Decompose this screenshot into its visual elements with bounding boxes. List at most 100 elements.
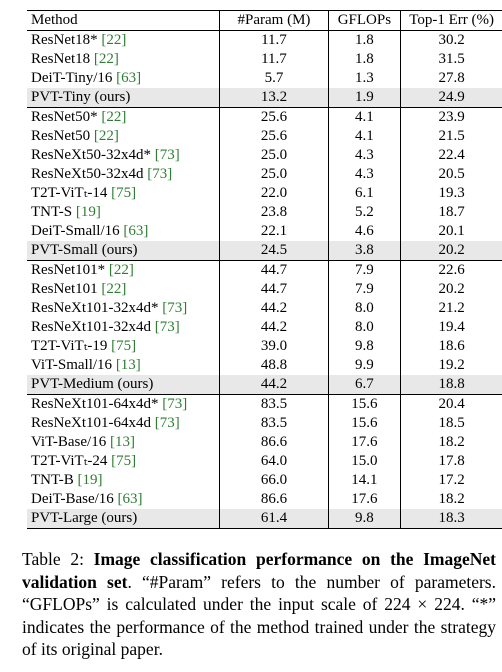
top1-cell: 18.5: [400, 414, 502, 433]
method-name: ResNet50*: [31, 109, 98, 125]
gflops-cell: 14.1: [327, 471, 401, 490]
table-row: TNT-S [19] 23.8 5.2 18.7: [27, 203, 502, 222]
gflops-cell: 5.2: [327, 203, 401, 222]
gflops-cell: 7.9: [327, 260, 401, 280]
citation-link[interactable]: [22]: [101, 281, 127, 297]
table-row: ResNeXt50-32x4d* [73] 25.0 4.3 22.4: [27, 146, 502, 165]
params-cell: 11.7: [219, 50, 329, 69]
params-cell: 83.5: [219, 414, 329, 433]
citation-link[interactable]: [73]: [154, 415, 180, 431]
citation-link[interactable]: [22]: [108, 262, 134, 278]
table-row: ResNeXt101-64x4d* [73] 83.5 15.6 20.4: [27, 394, 502, 414]
method-name: TNT-S: [31, 204, 73, 220]
top1-cell: 20.1: [400, 222, 502, 241]
header-row: Method #Param (M) GFLOPs Top-1 Err (%): [27, 10, 502, 31]
top1-cell: 18.2: [400, 490, 502, 509]
method-name: ResNeXt101-32x4d*: [31, 300, 159, 316]
gflops-cell: 9.8: [327, 337, 401, 356]
method-name: DeiT-Tiny/16: [31, 70, 113, 86]
top1-cell: 20.4: [400, 394, 502, 414]
method-cell: T2T-ViTₜ-19 [75]: [27, 337, 220, 356]
citation-link[interactable]: [63]: [117, 491, 143, 507]
method-name: DeiT-Base/16: [31, 491, 114, 507]
method-cell: PVT-Large (ours): [27, 509, 220, 529]
params-cell: 83.5: [219, 394, 329, 414]
citation-link[interactable]: [22]: [101, 109, 127, 125]
table-caption: Table 2: Image classification performanc…: [22, 548, 496, 661]
citation-link[interactable]: [73]: [154, 147, 180, 163]
citation-link[interactable]: [75]: [111, 453, 137, 469]
table-row: ResNeXt101-32x4d [73] 44.2 8.0 19.4: [27, 318, 502, 337]
method-name: T2T-ViTₜ-19: [31, 338, 108, 354]
top1-cell: 22.4: [400, 146, 502, 165]
header-method: Method: [31, 12, 78, 28]
citation-link[interactable]: [63]: [116, 70, 142, 86]
top1-cell: 30.2: [400, 30, 502, 50]
params-cell: 61.4: [219, 509, 329, 529]
method-name: ResNet50: [31, 128, 91, 144]
header-top1: Top-1 Err (%): [400, 10, 502, 31]
method-name: T2T-ViTₜ-24: [31, 453, 108, 469]
method-name: ViT-Base/16: [31, 434, 107, 450]
method-name: ResNeXt101-64x4d: [31, 415, 151, 431]
method-cell: ResNet18* [22]: [27, 31, 220, 51]
citation-link[interactable]: [13]: [115, 357, 141, 373]
citation-link[interactable]: [19]: [77, 472, 103, 488]
top1-cell: 18.6: [400, 337, 502, 356]
gflops-cell: 8.0: [327, 299, 401, 318]
gflops-cell: 1.8: [327, 30, 401, 50]
method-name: ResNet101: [31, 281, 98, 297]
top1-cell: 20.2: [400, 280, 502, 299]
params-cell: 86.6: [219, 490, 329, 509]
top1-cell: 19.2: [400, 356, 502, 375]
method-cell: PVT-Small (ours): [27, 241, 220, 261]
params-cell: 22.1: [219, 222, 329, 241]
table-row: T2T-ViTₜ-24 [75] 64.0 15.0 17.8: [27, 452, 502, 471]
method-name: ResNet18: [31, 51, 91, 67]
params-cell: 44.7: [219, 280, 329, 299]
method-cell: PVT-Tiny (ours): [27, 88, 220, 108]
citation-link[interactable]: [13]: [109, 434, 135, 450]
method-cell: T2T-ViTₜ-14 [75]: [27, 184, 220, 203]
gflops-cell: 15.0: [327, 452, 401, 471]
top1-cell: 19.3: [400, 184, 502, 203]
table-row: ResNeXt101-32x4d* [73] 44.2 8.0 21.2: [27, 299, 502, 318]
citation-link[interactable]: [22]: [93, 128, 119, 144]
params-cell: 25.0: [219, 146, 329, 165]
header-gflops: GFLOPs: [327, 10, 401, 31]
citation-link[interactable]: [73]: [147, 166, 173, 182]
caption-title: Image classification performance on the …: [22, 549, 496, 592]
citation-link[interactable]: [22]: [93, 51, 119, 67]
method-name: DeiT-Small/16: [31, 223, 120, 239]
top1-cell: 20.2: [400, 241, 502, 261]
citation-link[interactable]: [22]: [101, 32, 127, 48]
top1-cell: 21.5: [400, 127, 502, 146]
citation-link[interactable]: [75]: [111, 338, 137, 354]
method-name: PVT-Small (ours): [31, 242, 138, 258]
gflops-cell: 15.6: [327, 394, 401, 414]
top1-cell: 21.2: [400, 299, 502, 318]
params-cell: 64.0: [219, 452, 329, 471]
gflops-cell: 4.3: [327, 165, 401, 184]
top1-cell: 18.8: [400, 375, 502, 395]
method-cell: ResNet50* [22]: [27, 108, 220, 128]
method-name: PVT-Tiny (ours): [31, 89, 131, 105]
results-table: Method #Param (M) GFLOPs Top-1 Err (%) R…: [27, 10, 502, 529]
citation-link[interactable]: [19]: [75, 204, 101, 220]
method-cell: ViT-Small/16 [13]: [27, 356, 220, 375]
params-cell: 23.8: [219, 203, 329, 222]
table-row: ResNet50 [22] 25.6 4.1 21.5: [27, 127, 502, 146]
citation-link[interactable]: [73]: [162, 396, 188, 412]
params-cell: 24.5: [219, 241, 329, 261]
method-cell: ResNet101 [22]: [27, 280, 220, 299]
citation-link[interactable]: [63]: [123, 223, 149, 239]
gflops-cell: 1.9: [327, 88, 401, 108]
table-row: ResNet18* [22] 11.7 1.8 30.2: [27, 30, 502, 51]
params-cell: 44.2: [219, 318, 329, 337]
citation-link[interactable]: [73]: [162, 300, 188, 316]
citation-link[interactable]: [73]: [154, 319, 180, 335]
table-row: PVT-Medium (ours) 44.2 6.7 18.8: [27, 375, 502, 395]
top1-cell: 17.2: [400, 471, 502, 490]
citation-link[interactable]: [75]: [111, 185, 137, 201]
